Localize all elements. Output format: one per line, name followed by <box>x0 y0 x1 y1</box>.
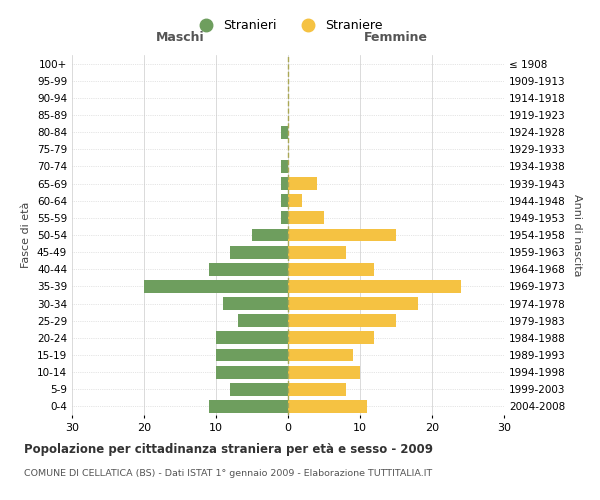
Bar <box>281 160 288 173</box>
Bar <box>223 297 288 310</box>
Text: COMUNE DI CELLATICA (BS) - Dati ISTAT 1° gennaio 2009 - Elaborazione TUTTITALIA.: COMUNE DI CELLATICA (BS) - Dati ISTAT 1°… <box>24 469 432 478</box>
Bar <box>216 366 288 378</box>
Bar <box>288 332 374 344</box>
Bar <box>288 400 367 413</box>
Bar <box>252 228 288 241</box>
Legend: Stranieri, Straniere: Stranieri, Straniere <box>188 14 388 38</box>
Text: Maschi: Maschi <box>155 31 205 44</box>
Bar <box>288 383 346 396</box>
Bar <box>238 314 288 327</box>
Bar <box>288 228 396 241</box>
Bar <box>288 263 374 276</box>
Text: Femmine: Femmine <box>364 31 428 44</box>
Bar <box>230 246 288 258</box>
Bar <box>216 332 288 344</box>
Y-axis label: Anni di nascita: Anni di nascita <box>572 194 582 276</box>
Bar <box>281 212 288 224</box>
Bar <box>288 212 324 224</box>
Text: Popolazione per cittadinanza straniera per età e sesso - 2009: Popolazione per cittadinanza straniera p… <box>24 442 433 456</box>
Bar <box>230 383 288 396</box>
Bar <box>144 280 288 293</box>
Bar <box>288 280 461 293</box>
Y-axis label: Fasce di età: Fasce di età <box>22 202 31 268</box>
Bar <box>288 246 346 258</box>
Bar <box>288 177 317 190</box>
Bar <box>288 366 360 378</box>
Bar <box>288 314 396 327</box>
Bar <box>209 400 288 413</box>
Bar <box>216 348 288 362</box>
Bar <box>209 263 288 276</box>
Bar <box>288 194 302 207</box>
Bar <box>281 126 288 138</box>
Bar <box>288 297 418 310</box>
Bar <box>288 348 353 362</box>
Bar <box>281 177 288 190</box>
Bar <box>281 194 288 207</box>
